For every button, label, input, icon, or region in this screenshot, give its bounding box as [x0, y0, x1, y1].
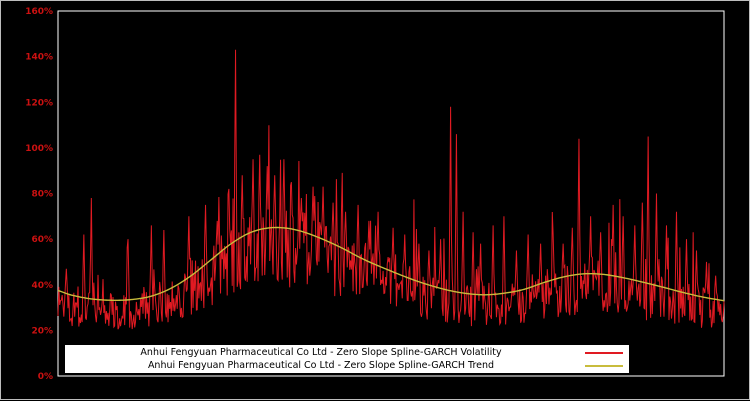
volatility-series — [57, 49, 725, 330]
y-tick-label: 40% — [31, 281, 53, 291]
y-tick-label: 0% — [38, 372, 53, 382]
trend-line-sample — [585, 365, 623, 367]
y-tick-label: 20% — [31, 326, 53, 336]
y-tick-label: 120% — [25, 98, 53, 108]
y-tick-label: 100% — [25, 144, 53, 154]
chart-legend: Anhui Fengyuan Pharmaceutical Co Ltd - Z… — [65, 345, 629, 373]
y-tick-label: 80% — [31, 190, 53, 200]
y-tick-label: 60% — [31, 235, 53, 245]
legend-label-volatility: Anhui Fengyuan Pharmaceutical Co Ltd - Z… — [140, 347, 502, 358]
legend-item-trend: Anhui Fengyuan Pharmaceutical Co Ltd - Z… — [65, 359, 629, 372]
legend-item-volatility: Anhui Fengyuan Pharmaceutical Co Ltd - Z… — [65, 346, 629, 359]
legend-label-trend: Anhui Fengyuan Pharmaceutical Co Ltd - Z… — [147, 360, 495, 371]
y-tick-label: 140% — [25, 53, 53, 63]
volatility-line-sample — [585, 352, 623, 354]
y-tick-label: 160% — [25, 7, 53, 17]
plot-border — [57, 10, 725, 377]
trend-series — [57, 226, 725, 302]
